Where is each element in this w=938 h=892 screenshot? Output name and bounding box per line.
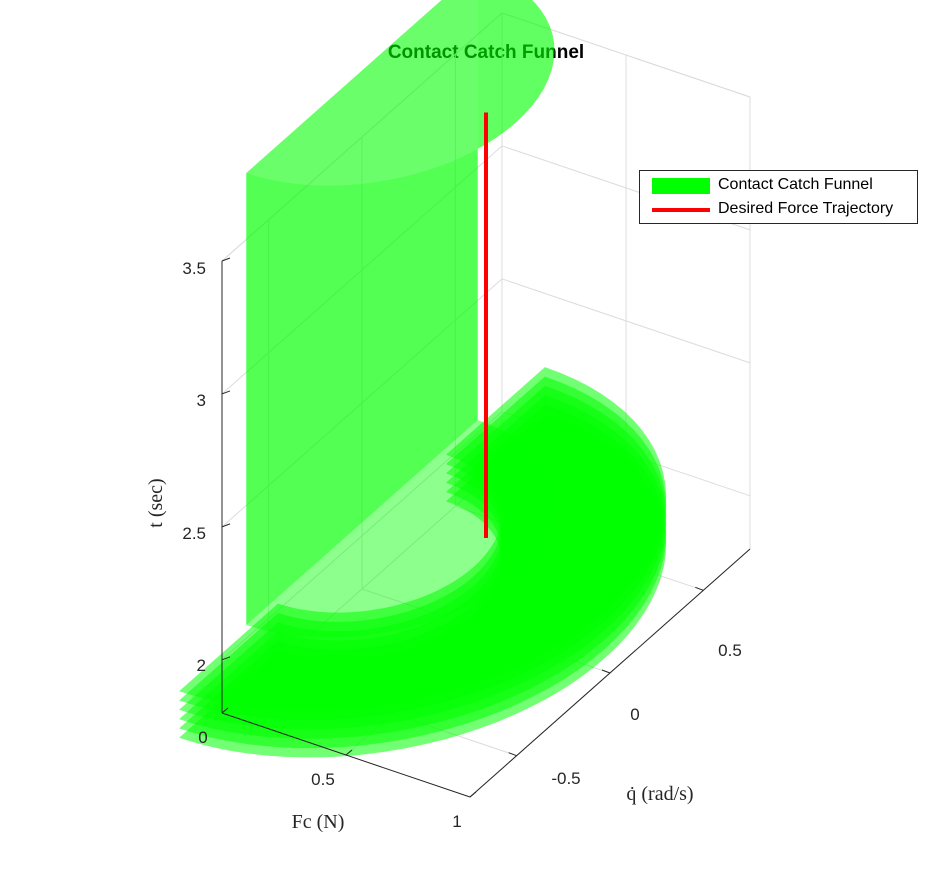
z-tick-3.5: 3.5 — [182, 259, 206, 278]
z-tick-3: 3 — [197, 391, 206, 410]
z-tick-2: 2 — [197, 656, 206, 675]
legend-swatch-funnel — [652, 178, 710, 194]
legend-item-trajectory: Desired Force Trajectory — [640, 198, 917, 222]
x-axis-label: Fc (N) — [292, 811, 345, 833]
x-tick-1: 1 — [452, 812, 461, 831]
y-tick-0.5: 0.5 — [718, 641, 742, 660]
x-tick-mark — [345, 749, 353, 756]
grid-box-edge — [221, 12, 503, 262]
funnel-top-cap — [246, 0, 555, 186]
z-tick-mark — [221, 257, 231, 262]
z-tick-2.5: 2.5 — [182, 524, 206, 543]
grid-box-edge — [501, 12, 751, 98]
y-tick-mark — [695, 586, 704, 591]
axes — [221, 257, 751, 798]
z-axis-label: t (sec) — [145, 478, 167, 527]
y-axis-label: q̇ (rad/s) — [626, 783, 693, 805]
z-tick-mark — [221, 390, 231, 395]
y-tick-neg-0.5: -0.5 — [551, 769, 580, 788]
x-tick-0.5: 0.5 — [311, 770, 335, 789]
legend-label-trajectory: Desired Force Trajectory — [718, 200, 894, 217]
legend-item-funnel: Contact Catch Funnel — [640, 174, 917, 198]
legend-swatch-trajectory — [652, 208, 710, 212]
x-tick-0: 0 — [198, 728, 207, 747]
y-tick-mark — [601, 669, 611, 674]
x-tick-mark — [221, 707, 229, 714]
z-tick-mark — [221, 656, 231, 661]
legend: Contact Catch Funnel Desired Force Traje… — [639, 170, 918, 224]
y-tick-0: 0 — [630, 705, 639, 724]
funnel-surface — [179, 0, 667, 758]
chart-title: Contact Catch Funnel — [388, 42, 584, 63]
legend-label-funnel: Contact Catch Funnel — [718, 176, 873, 193]
funnel-base-layer — [179, 367, 667, 711]
x-tick-mark — [469, 791, 477, 798]
y-tick-mark — [508, 752, 517, 757]
z-tick-mark — [221, 523, 231, 528]
funnel-back-face — [246, 0, 478, 625]
